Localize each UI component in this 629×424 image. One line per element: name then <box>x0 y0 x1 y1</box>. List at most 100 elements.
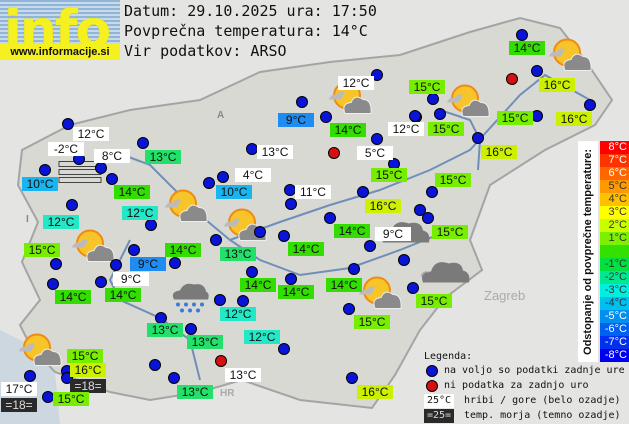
legend-title: Legenda: <box>424 351 473 362</box>
station-dot[interactable] <box>203 177 215 189</box>
station-temperature-label: 14°C <box>326 278 362 292</box>
station-dot[interactable] <box>531 65 543 77</box>
station-temperature-label: 16°C <box>481 145 517 159</box>
station-temperature-label: 13°C <box>257 145 293 159</box>
station-dot[interactable] <box>348 263 360 275</box>
station-dot[interactable] <box>409 110 421 122</box>
station-dot[interactable] <box>95 162 107 174</box>
station-temperature-label: 14°C <box>165 243 201 257</box>
station-temperature-label: 16°C <box>539 78 575 92</box>
map-label-i: I <box>26 214 29 225</box>
scale-item: 1°C <box>600 232 629 245</box>
station-dot[interactable] <box>427 93 439 105</box>
station-dot[interactable] <box>128 244 140 256</box>
station-dot[interactable] <box>217 171 229 183</box>
station-dot[interactable] <box>407 282 419 294</box>
deviation-scale: 8°C 7°C 6°C 5°C 4°C 3°C 2°C 1°C -1°C -2°C -3°C -4°C… <box>600 141 629 362</box>
station-dot[interactable] <box>149 359 161 371</box>
station-dot[interactable] <box>278 230 290 242</box>
station-dot[interactable] <box>214 294 226 306</box>
station-dot[interactable] <box>246 266 258 278</box>
station-dot[interactable] <box>371 133 383 145</box>
station-dot[interactable] <box>343 303 355 315</box>
station-dot[interactable] <box>50 258 62 270</box>
station-dot[interactable] <box>422 212 434 224</box>
station-dot[interactable] <box>210 234 222 246</box>
station-temperature-label: 12°C <box>43 215 79 229</box>
station-dot[interactable] <box>584 99 596 111</box>
station-temperature-label: 14°C <box>334 224 370 238</box>
station-temperature-label: 14°C <box>105 288 141 302</box>
station-dot[interactable] <box>185 323 197 335</box>
station-dot[interactable] <box>168 372 180 384</box>
station-temperature-label: 9°C <box>113 272 149 286</box>
scale-item: 5°C <box>600 180 629 193</box>
station-dot[interactable] <box>434 108 446 120</box>
station-temperature-label: 12°C <box>220 307 256 321</box>
station-dot[interactable] <box>426 186 438 198</box>
station-dot[interactable] <box>237 295 249 307</box>
station-dot[interactable] <box>346 372 358 384</box>
station-dot[interactable] <box>285 273 297 285</box>
legend-sea-sample: =25= <box>424 409 455 423</box>
partly-cloudy-icon <box>70 228 116 269</box>
station-no-data-dot[interactable] <box>328 147 340 159</box>
scale-item: 2°C <box>600 219 629 232</box>
station-temperature-label: 15°C <box>371 168 407 182</box>
legend-blue-dot-icon <box>426 365 438 377</box>
station-dot[interactable] <box>320 111 332 123</box>
station-temperature-label: 15°C <box>497 111 533 125</box>
station-no-data-dot[interactable] <box>506 73 518 85</box>
station-dot[interactable] <box>414 204 426 216</box>
station-dot[interactable] <box>254 226 266 238</box>
station-temperature-label: 13°C <box>225 368 261 382</box>
date-line: Datum: 29.10.2025 ura: 17:50 <box>124 2 377 20</box>
station-dot[interactable] <box>398 254 410 266</box>
station-temperature-label: 14°C <box>114 185 150 199</box>
station-dot[interactable] <box>24 370 36 382</box>
station-temperature-label: 13°C <box>177 385 213 399</box>
station-temperature-label: 17°C <box>1 382 37 396</box>
station-dot[interactable] <box>357 186 369 198</box>
station-dot[interactable] <box>110 259 122 271</box>
station-temperature-label: 12°C <box>122 206 158 220</box>
scale-item: 8°C <box>600 141 629 154</box>
logo-word: info <box>4 0 110 44</box>
overcast-icon <box>419 255 471 290</box>
station-temperature-label: 16°C <box>70 363 106 377</box>
scale-item: -6°C <box>600 323 629 336</box>
scale-item: -5°C <box>600 310 629 323</box>
station-dot[interactable] <box>324 212 336 224</box>
station-temperature-label: 13°C <box>145 150 181 164</box>
station-dot[interactable] <box>95 276 107 288</box>
legend-sea-text: temp. morja (temno ozadje) <box>464 410 621 421</box>
station-dot[interactable] <box>285 198 297 210</box>
station-dot[interactable] <box>145 219 157 231</box>
station-temperature-label: -2°C <box>48 142 84 156</box>
station-dot[interactable] <box>472 132 484 144</box>
station-dot[interactable] <box>278 343 290 355</box>
station-dot[interactable] <box>364 240 376 252</box>
station-dot[interactable] <box>62 118 74 130</box>
legend-available: na voljo so podatki zadnje ure <box>444 365 625 376</box>
logo[interactable]: info www.informacije.si <box>0 0 120 60</box>
station-temperature-label: 15°C <box>53 392 89 406</box>
station-temperature-label: 16°C <box>556 112 592 126</box>
station-dot[interactable] <box>371 69 383 81</box>
station-dot[interactable] <box>137 137 149 149</box>
station-dot[interactable] <box>296 96 308 108</box>
station-temperature-label: 15°C <box>409 80 445 94</box>
logo-url[interactable]: www.informacije.si <box>0 44 120 60</box>
station-temperature-label: 15°C <box>432 225 468 239</box>
map-label-hr: HR <box>220 388 235 399</box>
station-no-data-dot[interactable] <box>215 355 227 367</box>
station-dot[interactable] <box>106 173 118 185</box>
station-dot[interactable] <box>47 278 59 290</box>
station-dot[interactable] <box>39 164 51 176</box>
legend-mountain-text: hribi / gore (belo ozadje) <box>464 395 621 406</box>
scale-item: 3°C <box>600 206 629 219</box>
station-dot[interactable] <box>516 29 528 41</box>
station-dot[interactable] <box>66 199 78 211</box>
station-dot[interactable] <box>169 257 181 269</box>
station-temperature-label: 8°C <box>94 149 130 163</box>
